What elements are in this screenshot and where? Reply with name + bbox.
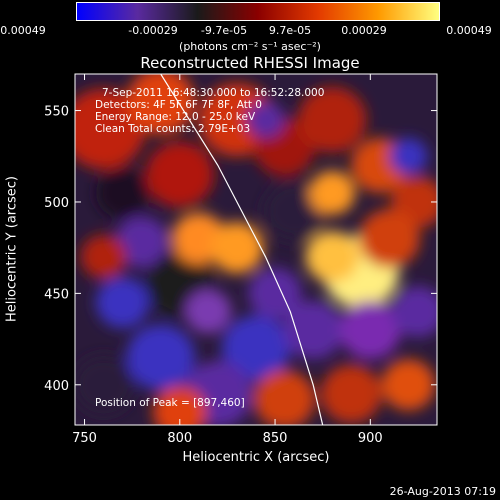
colorbar-tick-label: -0.00029: [128, 24, 178, 37]
intensity-blob: [339, 300, 401, 360]
x-tick-label: 900: [358, 431, 383, 446]
intensity-blob: [95, 167, 150, 219]
intensity-blob: [305, 231, 359, 283]
y-tick-label: 400: [44, 379, 69, 394]
intensity-blob: [246, 101, 285, 138]
intensity-blob: [358, 209, 420, 268]
intensity-blob: [126, 324, 196, 391]
y-tick-label: 450: [44, 287, 69, 302]
colorbar-tick-label: -0.00049: [0, 24, 46, 37]
intensity-blob: [75, 355, 135, 415]
y-tick-label: 500: [44, 196, 69, 211]
intensity-blob: [309, 170, 356, 215]
intensity-blob: [153, 386, 207, 425]
x-tick-label: 800: [167, 431, 192, 446]
energy-range-label: Energy Range: 12.0 - 25.0 keV: [95, 111, 256, 123]
intensity-blob: [145, 141, 215, 208]
intensity-blob: [126, 74, 196, 135]
colorbar-tick-label: -9.7e-05: [200, 24, 248, 37]
intensity-blob: [221, 315, 291, 382]
y-axis: 400 450 500 550: [44, 105, 437, 394]
x-tick-label: 850: [263, 431, 288, 446]
intensity-blob: [80, 234, 127, 279]
x-axis-label: Heliocentric X (arcsec): [182, 450, 330, 465]
time-range-label: 7-Sep-2011 16:48:30.000 to 16:52:28.000: [102, 87, 325, 99]
intensity-blob: [210, 222, 264, 274]
detectors-label: Detectors: 4F 5F 6F 7F 8F, Att 0: [95, 99, 262, 111]
heatmap-intensity: [75, 74, 437, 425]
x-axis: 750 800 850 900: [72, 74, 383, 446]
intensity-blob: [391, 286, 437, 338]
intensity-blob: [381, 359, 436, 411]
intensity-blob: [115, 216, 169, 268]
intensity-blob: [297, 86, 367, 153]
x-tick-label: 750: [72, 431, 97, 446]
intensity-blob: [254, 370, 316, 425]
colorbar-tick-label: 9.7e-05: [268, 24, 312, 37]
intensity-blob: [389, 137, 428, 175]
chart-title: Reconstructed RHESSI Image: [140, 54, 360, 72]
y-axis-label: Heliocentric Y (arcsec): [4, 176, 20, 322]
plot-frame: [74, 73, 438, 426]
clean-counts-label: Clean Total counts: 2.79E+03: [95, 123, 251, 135]
intensity-blob: [263, 181, 325, 241]
colorbar-tick-label: 0.00049: [446, 24, 492, 37]
y-tick-label: 550: [44, 105, 69, 120]
intensity-blob: [95, 276, 150, 329]
peak-position-label: Position of Peak = [897,460]: [95, 397, 245, 409]
colorbar-ticks: -0.00049 -0.00029 -9.7e-05 9.7e-05 0.000…: [0, 0, 500, 60]
colorbar-unit-label: (photons cm⁻² s⁻¹ asec⁻²): [179, 40, 321, 53]
footer-date: 26-Aug-2013 07:19: [389, 485, 496, 498]
intensity-blob: [185, 289, 232, 334]
colorbar: [76, 2, 440, 21]
intensity-blob: [282, 300, 344, 360]
colorbar-tick-label: 0.00029: [341, 24, 387, 37]
solar-limb-arc: [160, 74, 324, 425]
intensity-blob: [320, 364, 382, 424]
